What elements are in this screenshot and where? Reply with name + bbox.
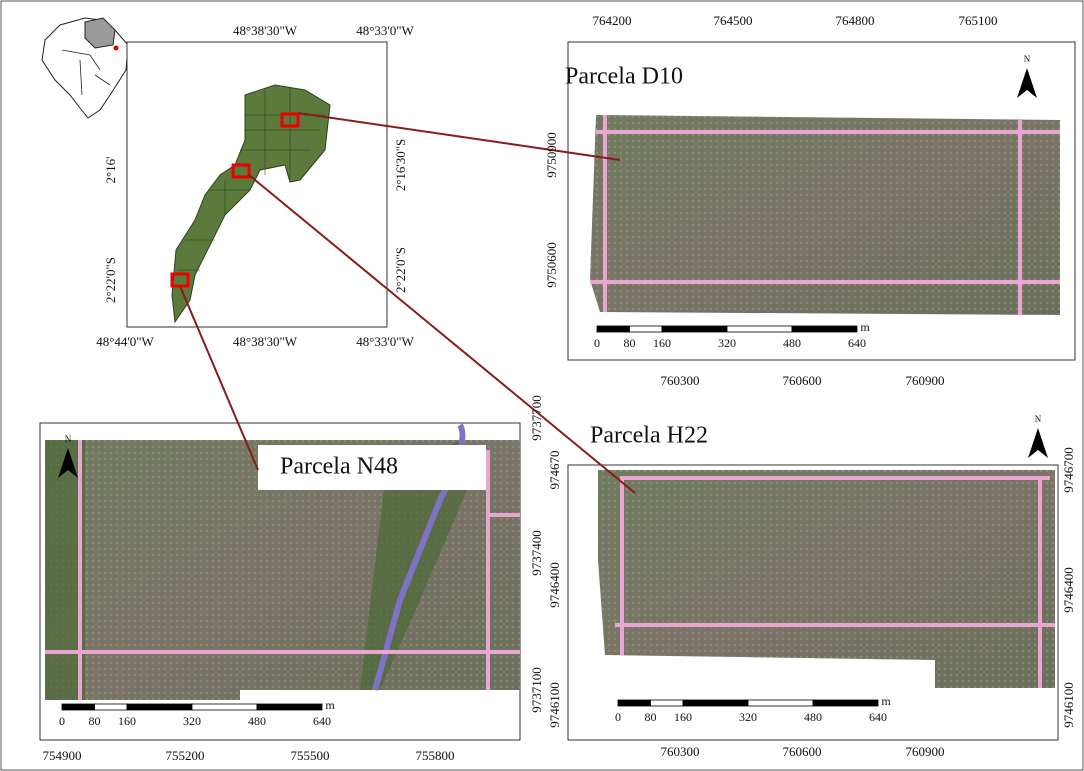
scale-segment: [126, 703, 193, 711]
d10-photo: [590, 115, 1060, 315]
scale-unit: m: [860, 320, 870, 334]
scale-segment: [661, 325, 728, 333]
scale-label: 160: [674, 710, 692, 724]
scale-segment: [256, 703, 323, 711]
scale-segment: [650, 699, 684, 707]
scale-label: 80: [89, 714, 101, 728]
scale-label: 80: [624, 336, 636, 350]
scale-label: 640: [313, 714, 331, 728]
easting-label: 764500: [714, 13, 753, 28]
scale-segment: [682, 699, 749, 707]
farm-outline: [170, 84, 331, 324]
scale-segment: [791, 325, 858, 333]
plot-title: Parcela D10: [565, 64, 683, 90]
scale-segment: [94, 703, 128, 711]
northing-label: 9746100: [1061, 682, 1076, 728]
easting-label: 754900: [43, 748, 82, 763]
n48-photo: [45, 423, 520, 700]
scale-unit: m: [325, 698, 335, 712]
northing-label: 9746400: [547, 562, 562, 608]
easting-label: 760600: [783, 373, 822, 388]
north-arrow: [1028, 428, 1048, 458]
scale-segment: [747, 699, 814, 707]
scale-label: 160: [653, 336, 671, 350]
scale-segment: [596, 325, 630, 333]
plot-title: Parcela N48: [280, 454, 398, 480]
north-label: N: [1035, 414, 1042, 424]
scale-segment: [191, 703, 258, 711]
easting-label: 764200: [593, 13, 632, 28]
easting-label: 760900: [906, 744, 945, 759]
north-arrow: [58, 448, 78, 478]
north-label: N: [65, 434, 72, 444]
scale-segment: [726, 325, 793, 333]
northing-label: 9750900: [544, 132, 559, 178]
north-arrow: [1017, 68, 1037, 98]
northing-label: 9746400: [1061, 567, 1076, 613]
easting-label: 760900: [906, 373, 945, 388]
scale-label: 480: [248, 714, 266, 728]
northing-label: 9737400: [529, 530, 544, 576]
scale-segment: [812, 699, 879, 707]
easting-label: 755800: [416, 748, 455, 763]
northing-label: 9737700: [529, 395, 544, 441]
lon-label: 48°33'0"W: [356, 23, 414, 38]
overview-frame: [126, 41, 388, 328]
northing-label: 9746700: [1061, 447, 1076, 493]
scale-segment: [61, 703, 95, 711]
scale-label: 320: [183, 714, 201, 728]
northing-label: 974670: [547, 451, 562, 490]
h22-label-box: [578, 418, 778, 463]
scale-label: 640: [869, 710, 887, 724]
scale-segment: [617, 699, 651, 707]
easting-label: 755500: [291, 748, 330, 763]
easting-label: 760600: [783, 744, 822, 759]
scale-label: 160: [118, 714, 136, 728]
lon-label: 48°38'30"W: [233, 334, 298, 349]
scale-label: 0: [59, 714, 65, 728]
lon-label: 48°38'30"W: [233, 23, 298, 38]
easting-label: 760300: [661, 373, 700, 388]
scale-label: 320: [739, 710, 757, 724]
scale-label: 480: [783, 336, 801, 350]
scale-segment: [629, 325, 663, 333]
plot-title: Parcela H22: [590, 423, 708, 449]
scale-label: 640: [848, 336, 866, 350]
scale-label: 480: [804, 710, 822, 724]
scale-label: 320: [718, 336, 736, 350]
easting-label: 760300: [661, 744, 700, 759]
lat-label: 2°22'0"S: [103, 257, 118, 303]
h22-photo: [598, 470, 1055, 688]
lat-label: 2°22'0"S: [393, 247, 408, 293]
northing-label: 9737100: [529, 667, 544, 713]
northing-label: 9746100: [547, 682, 562, 728]
scale-label: 0: [615, 710, 621, 724]
lon-label: 48°33'0"W: [356, 334, 414, 349]
scale-label: 0: [594, 336, 600, 350]
brazil-inset: [41, 17, 129, 119]
easting-label: 764800: [836, 13, 875, 28]
lat-label: 2°16'30"S: [393, 139, 408, 192]
north-label: N: [1024, 54, 1031, 64]
scale-unit: m: [881, 694, 891, 708]
connectors: [179, 112, 636, 494]
easting-label: 755200: [166, 748, 205, 763]
easting-label: 765100: [959, 13, 998, 28]
lon-label: 48°44'0"W: [96, 334, 154, 349]
scale-label: 80: [645, 710, 657, 724]
northing-label: 9750600: [544, 242, 559, 288]
n48-label-box: [258, 445, 486, 490]
lat-label: 2°16': [103, 156, 118, 183]
